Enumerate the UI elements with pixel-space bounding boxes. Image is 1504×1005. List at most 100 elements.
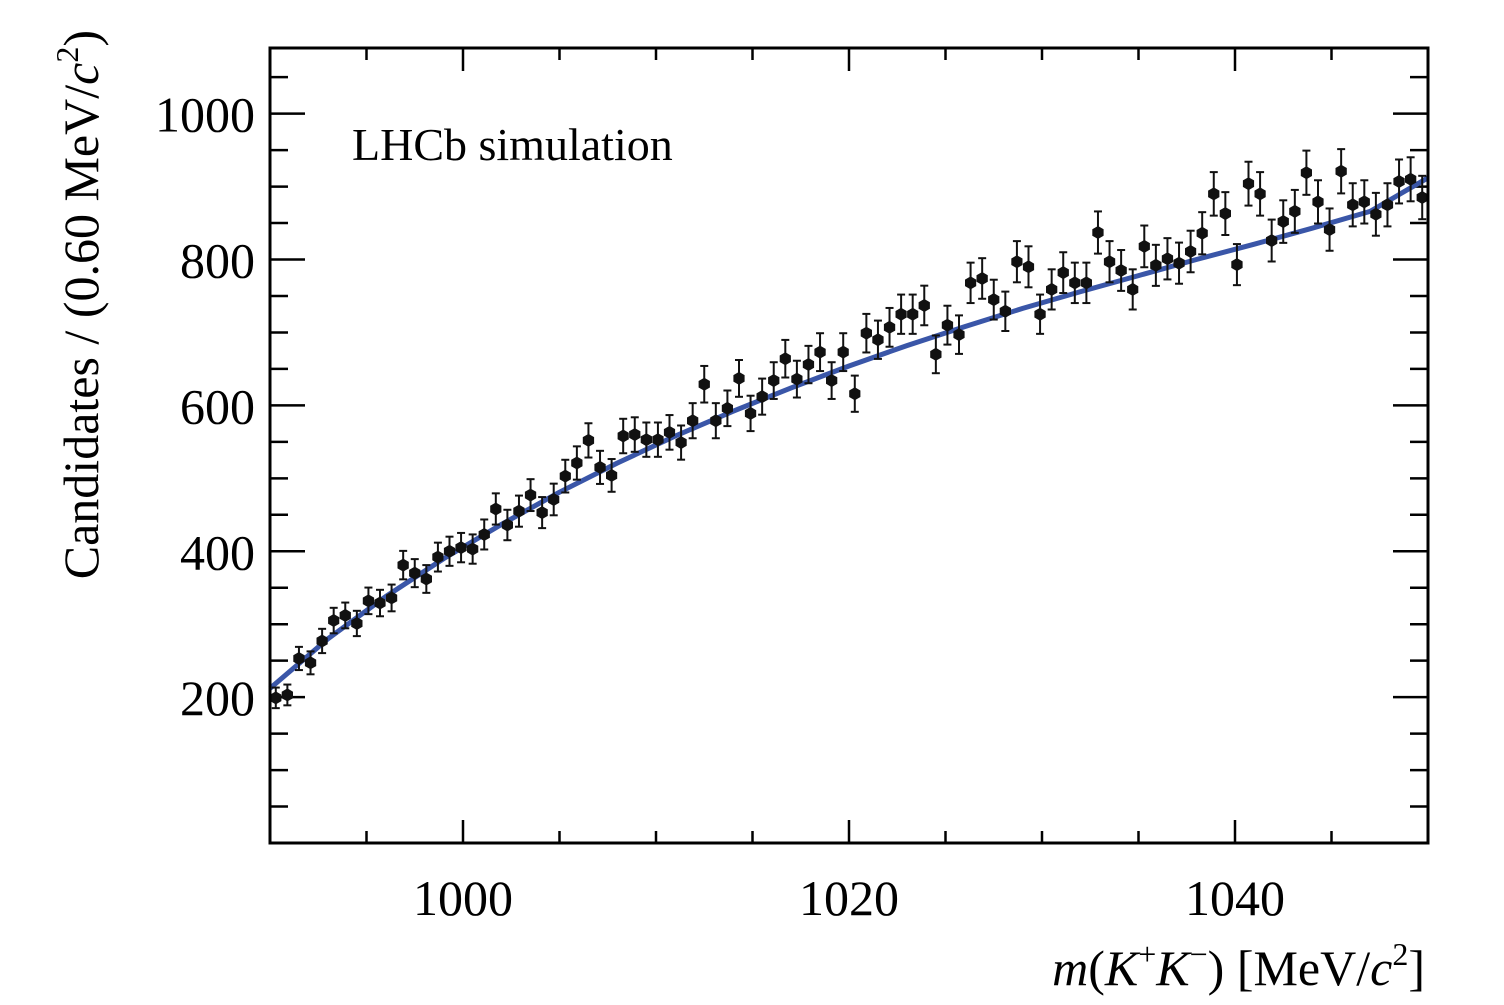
point-marker [513, 504, 525, 518]
data-point [999, 290, 1011, 332]
data-point [328, 606, 340, 635]
data-point [606, 458, 618, 493]
data-point [1150, 243, 1162, 287]
point-marker [837, 345, 849, 359]
data-point [1277, 199, 1289, 244]
point-marker [1069, 276, 1081, 290]
data-point [374, 588, 386, 618]
data-point [1057, 251, 1069, 295]
point-marker [941, 318, 954, 332]
data-point [756, 377, 768, 416]
point-marker [675, 436, 687, 450]
x-title-minus: − [1190, 936, 1208, 972]
point-marker [721, 401, 733, 415]
point-marker [1219, 207, 1231, 221]
x-tick-label: 1020 [799, 870, 899, 926]
data-point [1115, 249, 1127, 292]
annotation-lhcb-simulation: LHCb simulation [352, 119, 673, 170]
point-marker [826, 374, 838, 388]
data-point [802, 344, 815, 385]
data-point [1196, 211, 1208, 256]
point-marker [1416, 191, 1428, 204]
point-marker [1185, 245, 1197, 258]
point-marker [860, 326, 872, 340]
point-marker [918, 299, 930, 312]
point-marker [779, 352, 791, 366]
data-point [941, 304, 954, 346]
point-marker [1034, 307, 1046, 321]
point-marker [1103, 255, 1116, 269]
point-marker [582, 433, 595, 447]
y-tick-label: 200 [180, 670, 255, 726]
x-tick-label: 1040 [1185, 870, 1285, 926]
point-marker [1312, 195, 1324, 209]
data-point [1289, 188, 1301, 234]
point-marker [1242, 177, 1255, 191]
x-title-plus: + [1138, 936, 1156, 972]
data-point [988, 278, 1000, 321]
data-point [768, 361, 780, 400]
point-marker [883, 320, 896, 334]
plot-frame [268, 46, 1430, 845]
point-marker [1289, 204, 1301, 218]
point-marker [1092, 226, 1104, 239]
x-title-m: m [1052, 940, 1088, 996]
point-marker [316, 634, 328, 648]
point-marker [988, 293, 1000, 307]
point-marker [478, 528, 490, 541]
data-point [629, 416, 641, 453]
point-marker [606, 468, 618, 482]
point-marker [432, 550, 444, 564]
point-marker [1115, 264, 1127, 277]
data-point [443, 535, 456, 567]
point-marker [849, 387, 861, 401]
y-title-sup2: 2 [49, 47, 85, 63]
point-marker [1208, 187, 1220, 201]
y-tick-label: 400 [180, 524, 255, 580]
y-title-c: c [53, 63, 109, 85]
x-title-unit-close: ] [1408, 940, 1425, 996]
point-marker [872, 333, 884, 347]
point-marker [895, 307, 907, 321]
data-point [907, 293, 919, 335]
data-point [1381, 182, 1394, 228]
data-point [420, 564, 432, 594]
data-point [478, 518, 490, 551]
data-point [918, 284, 930, 327]
data-point [1022, 245, 1035, 289]
x-tick-label: 1000 [413, 870, 513, 926]
x-title-unit: [MeV/ [1224, 940, 1370, 996]
data-point [490, 492, 502, 526]
data-point [1370, 191, 1382, 237]
data-point [281, 683, 293, 707]
data-point [849, 374, 861, 413]
data-point [1138, 224, 1150, 269]
data-point [1173, 241, 1185, 285]
data-point [814, 332, 826, 373]
data-point [501, 508, 513, 542]
point-marker [930, 347, 942, 361]
data-point [1231, 243, 1243, 287]
data-point [1080, 261, 1092, 305]
data-point [594, 449, 606, 485]
point-marker [374, 596, 386, 610]
point-marker [536, 506, 548, 520]
data-point [698, 364, 710, 404]
point-marker [710, 414, 722, 428]
data-point [1335, 148, 1347, 195]
point-marker [756, 390, 768, 404]
point-marker [617, 429, 629, 443]
data-point [1092, 210, 1104, 255]
data-point [409, 558, 421, 589]
point-marker [386, 591, 398, 605]
point-marker [1127, 282, 1139, 296]
point-marker [559, 469, 571, 483]
data-points-group [270, 148, 1428, 710]
data-point [386, 583, 398, 613]
data-point [872, 319, 884, 360]
data-point [1323, 207, 1336, 252]
point-marker [1381, 198, 1394, 212]
x-title-sup2: 2 [1392, 936, 1408, 972]
point-marker [1161, 252, 1174, 266]
data-point [524, 478, 537, 513]
